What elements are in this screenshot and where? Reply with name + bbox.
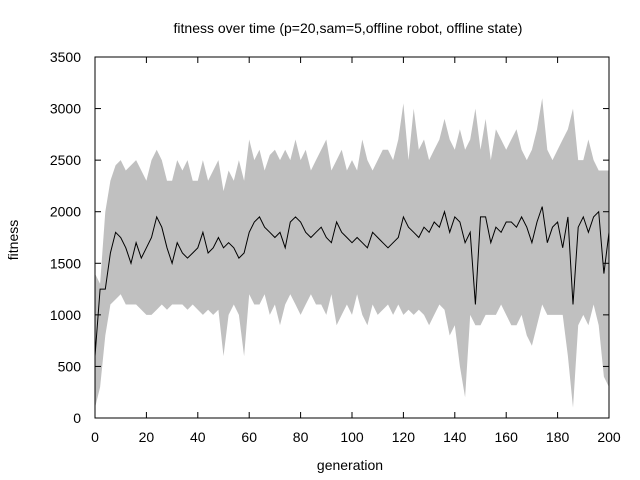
y-tick-label: 3500	[50, 49, 81, 65]
y-tick-label: 1500	[50, 255, 81, 271]
x-axis-label: generation	[317, 457, 383, 473]
y-tick-label: 500	[58, 358, 82, 374]
fitness-range-band	[95, 98, 609, 408]
y-tick-label: 0	[73, 410, 81, 426]
x-tick-label: 180	[546, 429, 570, 445]
x-tick-label: 200	[597, 429, 621, 445]
x-tick-label: 120	[392, 429, 416, 445]
x-tick-label: 0	[91, 429, 99, 445]
x-tick-label: 40	[190, 429, 206, 445]
x-tick-label: 140	[443, 429, 467, 445]
y-tick-label: 2500	[50, 152, 81, 168]
axis-ticks: 0 20 40 60 80 100 120 140 160 180 2000500100015002…	[50, 49, 621, 445]
y-tick-label: 2000	[50, 204, 81, 220]
y-tick-label: 3000	[50, 101, 81, 117]
chart-title: fitness over time (p=20,sam=5,offline ro…	[174, 20, 523, 36]
plot-area	[94, 98, 610, 408]
mean-fitness-line	[94, 206, 610, 357]
x-tick-label: 80	[293, 429, 309, 445]
x-tick-label: 100	[340, 429, 364, 445]
x-tick-label: 20	[139, 429, 155, 445]
x-tick-label: 60	[241, 429, 257, 445]
y-tick-label: 1000	[50, 307, 81, 323]
y-axis-label: fitness	[5, 220, 21, 260]
x-tick-label: 160	[495, 429, 519, 445]
